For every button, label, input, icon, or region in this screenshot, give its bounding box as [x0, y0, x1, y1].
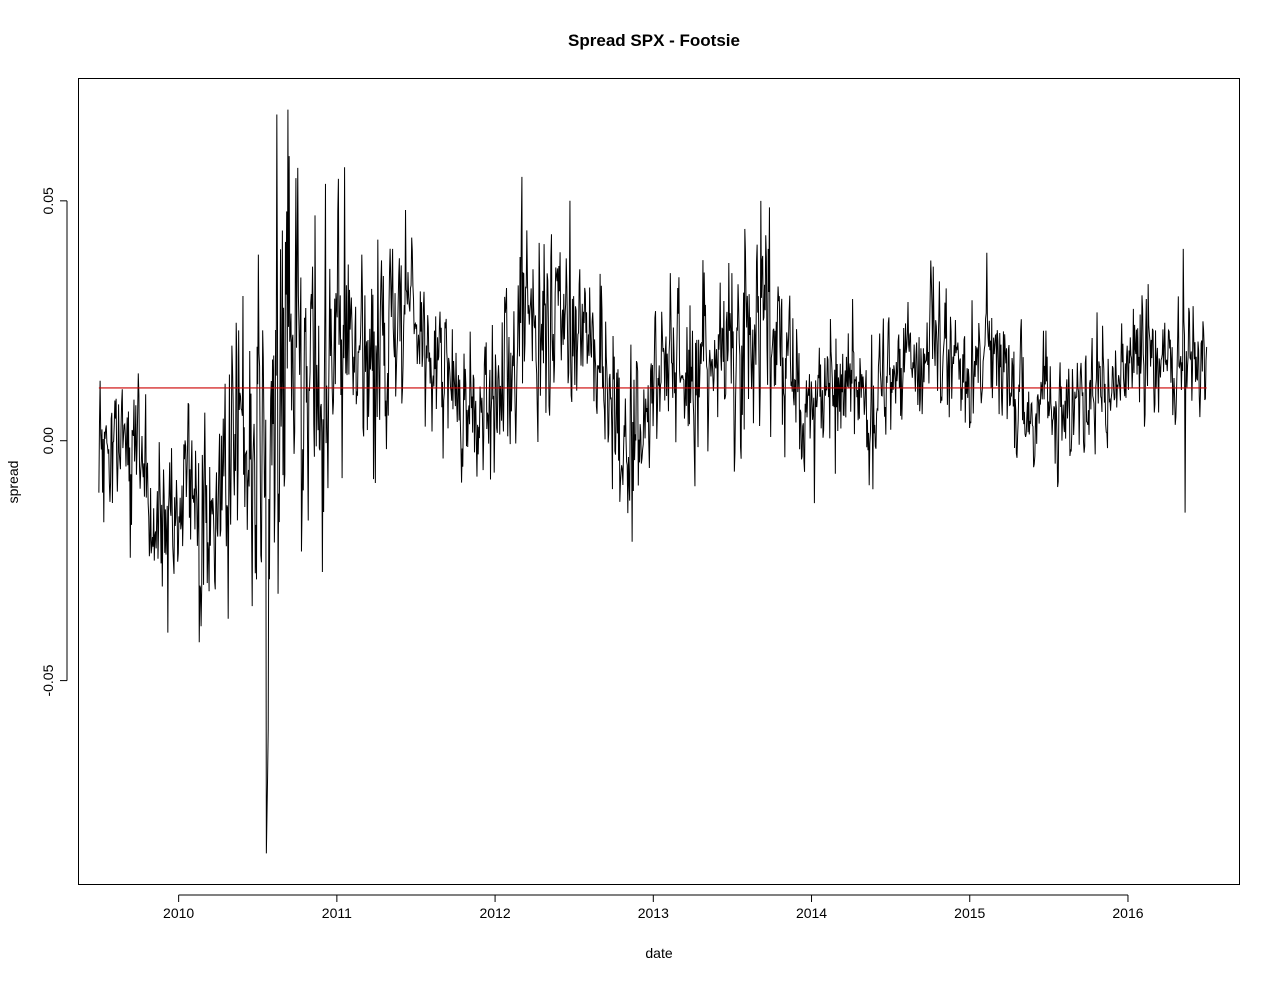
chart-title: Spread SPX - Footsie — [568, 31, 740, 50]
y-axis: -0.05 0.00 0.05 — [40, 187, 68, 697]
y-tick-label: 0.00 — [40, 427, 56, 454]
x-tick-label: 2012 — [480, 905, 511, 921]
x-tick-label: 2015 — [954, 905, 985, 921]
x-tick-label: 2013 — [638, 905, 669, 921]
x-axis-label: date — [645, 945, 672, 961]
x-tick-label: 2016 — [1112, 905, 1143, 921]
x-tick-label: 2011 — [322, 905, 352, 921]
x-axis: 2010 2011 2012 2013 2014 2015 2016 — [163, 894, 1144, 921]
y-axis-label: spread — [5, 461, 21, 504]
series-group — [98, 109, 1208, 854]
plot-frame — [78, 78, 1240, 885]
y-tick-label: -0.05 — [40, 664, 56, 696]
spread-series-line — [98, 109, 1208, 854]
y-tick-label: 0.05 — [40, 187, 56, 214]
x-tick-label: 2010 — [163, 905, 194, 921]
x-tick-label: 2014 — [796, 905, 827, 921]
